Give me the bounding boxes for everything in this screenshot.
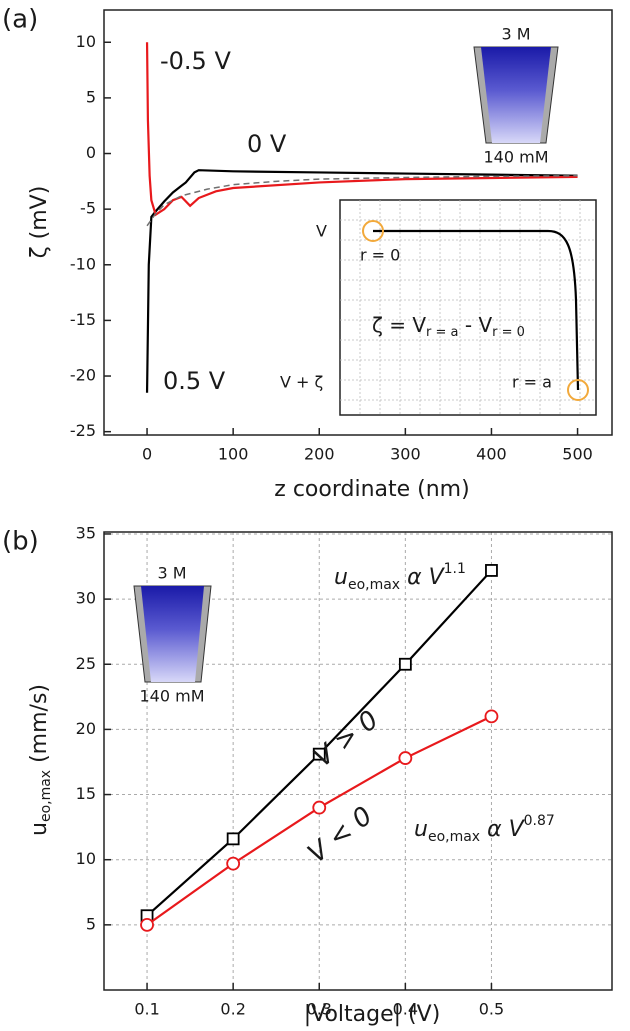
- plot-frame: [103, 531, 613, 991]
- anno-sup: 0.87: [524, 813, 555, 829]
- inset-marker: [567, 379, 589, 401]
- annotation: ueo,max α V1.1: [334, 561, 466, 593]
- eq-part: ζ = V: [372, 313, 426, 337]
- y-tick-label: 20: [76, 719, 96, 738]
- marker: [485, 564, 498, 577]
- y-tick-label: -25: [70, 421, 96, 440]
- tube: [141, 586, 204, 682]
- eq-sub: r = 0: [492, 325, 525, 340]
- x-tick-label: 0.1: [134, 1000, 159, 1019]
- inset-label: r = a: [512, 373, 552, 392]
- y-tick-label: 5: [86, 914, 96, 933]
- schematic-label: 140 mM: [483, 148, 548, 167]
- schematic-label: 3 M: [501, 25, 530, 44]
- y-tick-label: 10: [76, 32, 96, 51]
- marker: [312, 800, 327, 815]
- x-tick-label: 500: [562, 445, 593, 464]
- x-tick-label: 0.3: [307, 1000, 332, 1019]
- marker: [484, 709, 499, 724]
- x-tick-label: 200: [304, 445, 335, 464]
- y-axis-title: ueo,max (mm/s): [27, 684, 54, 836]
- inset-label: V + ζ: [280, 373, 323, 392]
- inset-curve: [373, 229, 580, 391]
- y-title-part: (mm/s): [27, 684, 52, 770]
- y-tick-label: 5: [86, 87, 96, 106]
- inset-marker: [362, 220, 384, 242]
- y-tick-label: 25: [76, 654, 96, 673]
- anno-part: u: [414, 817, 428, 842]
- series-label: 0 V: [247, 130, 287, 158]
- y-tick-label: 10: [76, 849, 96, 868]
- marker: [398, 657, 412, 671]
- y-tick-label: 0: [86, 143, 96, 162]
- y-tick-label: 35: [76, 523, 96, 542]
- tube: [481, 47, 551, 143]
- anno-sup: 1.1: [444, 561, 466, 577]
- y-tick-label: 30: [76, 589, 96, 608]
- y-tick-label: -5: [80, 199, 96, 218]
- plot-frame: [103, 9, 613, 436]
- series-label: -0.5 V: [160, 47, 231, 75]
- x-tick-label: 0.2: [220, 1000, 245, 1019]
- y-tick-label: -10: [70, 254, 96, 273]
- inset-label: V: [316, 222, 327, 241]
- inset-equation: ζ = Vr = a - Vr = 0: [372, 313, 525, 340]
- y-title-sub: eo,max: [38, 770, 54, 822]
- panel-label: (b): [2, 527, 39, 557]
- inset-label: r = 0: [360, 246, 400, 265]
- series-line: [145, 169, 578, 393]
- x-tick-label: 400: [476, 445, 507, 464]
- y-tick-label: 15: [76, 784, 96, 803]
- series-line: [146, 175, 578, 227]
- y-title-part: u: [27, 822, 52, 836]
- eq-sub: r = a: [426, 325, 458, 340]
- x-axis-title: z coordinate (nm): [274, 477, 469, 502]
- y-axis-title: ζ (mV): [27, 186, 52, 259]
- anno-part: α V: [400, 565, 445, 590]
- anno-part: α V: [480, 817, 525, 842]
- annotation: ueo,max α V0.87: [414, 813, 555, 845]
- anno-part: u: [334, 565, 348, 590]
- inset-grid: [340, 200, 596, 415]
- marker: [312, 747, 326, 761]
- schematic-label: 140 mM: [139, 687, 204, 706]
- x-tick-label: 300: [390, 445, 421, 464]
- x-tick-label: 100: [218, 445, 249, 464]
- x-tick-label: 0: [142, 445, 152, 464]
- anno-sub: eo,max: [348, 577, 400, 593]
- y-tick-label: -20: [70, 366, 96, 385]
- marker: [226, 856, 241, 871]
- x-tick-label: 0.5: [479, 1000, 504, 1019]
- y-tick-label: -15: [70, 310, 96, 329]
- x-axis-title: |Voltage| (V): [304, 1002, 441, 1027]
- marker: [398, 751, 413, 765]
- inset: V r = 0 V + ζ r = a ζ = Vr = a - Vr = 0: [280, 199, 597, 416]
- eq-part: - V: [459, 313, 493, 337]
- series-line: [145, 42, 578, 217]
- panel-label: (a): [2, 5, 38, 35]
- marker: [140, 917, 154, 932]
- anno-sub: eo,max: [428, 829, 480, 845]
- x-tick-label: 0.4: [393, 1000, 418, 1019]
- marker: [226, 832, 240, 846]
- schematic-label: 3 M: [157, 564, 186, 583]
- schematic: 3 M 140 mM 3 M 140 mM: [133, 25, 559, 706]
- series-label: 0.5 V: [163, 367, 226, 395]
